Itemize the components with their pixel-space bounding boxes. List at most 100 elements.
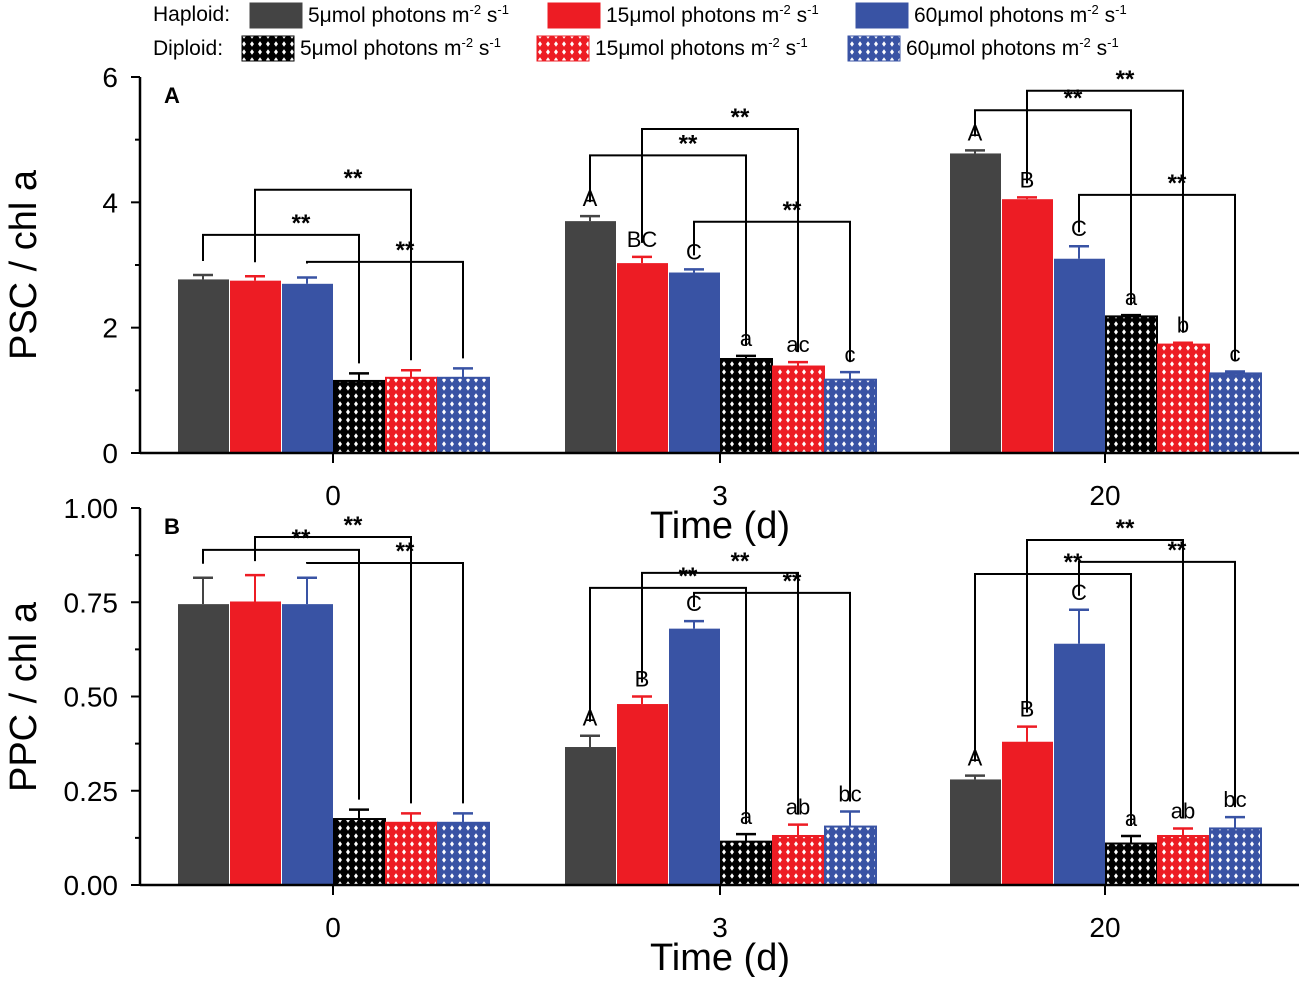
bar [617,704,668,885]
bar [772,365,825,454]
x-axis-title: Time (d) [650,505,790,547]
y-tick-label: 6 [102,62,118,93]
y-tick-label: 0.00 [64,870,119,901]
legend-label: 15μmol photons m-2 s-1 [606,2,819,27]
y-axis-title: PSC / chl a [3,169,45,360]
x-axis-title: Time (d) [650,937,790,977]
bar [230,280,281,453]
significance-bracket [693,591,851,802]
y-tick-label: 2 [102,313,118,344]
significance-stars: ** [731,548,750,575]
bar [437,821,490,886]
significance-stars: ** [1116,66,1135,93]
bar [385,821,438,886]
y-tick-label: 0.75 [64,587,119,618]
significance-stars: ** [1064,85,1083,112]
bar [720,358,773,454]
legend-swatch [249,2,303,29]
legend-item: 60μmol photons m-2 s-1 [855,2,1127,29]
significance-bracket [254,536,412,804]
panel-letter: B [164,514,180,539]
legend-swatch [847,35,901,62]
bar [1105,315,1158,454]
y-tick-label: 0.25 [64,776,119,807]
significance-stars: ** [344,512,363,539]
x-tick-label: 3 [712,912,728,943]
y-axis-title: PPC / chl a [3,601,45,792]
significance-bracket [974,572,1132,826]
significance-bracket [1078,193,1236,362]
bar [565,221,616,453]
significance-stars: ** [292,210,311,237]
bar [1002,741,1053,885]
bar [282,283,333,453]
significance-stars: ** [396,237,415,264]
legend-label: 5μmol photons m-2 s-1 [308,2,509,27]
panel-letter: A [164,83,180,108]
bar [282,604,333,885]
significance-bracket [589,154,747,346]
significance-bracket [974,109,1132,306]
bar [772,834,825,886]
significance-bracket [254,188,412,361]
y-tick-label: 0.50 [64,682,119,713]
significance-stars: ** [344,165,363,192]
legend-diploid-label: Diploid: [153,37,223,60]
significance-stars: ** [679,130,698,157]
legend: Haploid: Diploid: 5μmol photons m-2 s-1 1… [153,2,1127,62]
bar [1157,834,1210,886]
significance-bracket [1078,560,1236,808]
bar [1157,343,1210,454]
bar [230,601,281,885]
y-tick-label: 1.00 [64,493,119,524]
bar [1209,827,1262,887]
bar [1002,199,1053,453]
significance-bracket [1026,539,1184,819]
significance-bracket [306,260,464,359]
legend-swatch [536,35,590,62]
y-tick-label: 4 [102,187,118,218]
bar [1054,258,1105,453]
significance-stars: ** [1116,515,1135,542]
bar [178,279,229,453]
x-tick-label: 20 [1089,912,1120,943]
bar [669,272,720,453]
bar [1054,643,1105,885]
legend-label: 60μmol photons m-2 s-1 [914,2,1127,27]
significance-bracket [202,548,360,800]
legend-label: 5μmol photons m-2 s-1 [300,35,501,60]
significance-stars: ** [731,104,750,131]
significance-stars: ** [1168,537,1187,564]
significance-bracket [306,562,464,804]
bar [720,840,773,887]
x-tick-label: 0 [325,480,341,511]
significance-bracket [589,586,747,825]
significance-stars: ** [292,525,311,552]
bar [565,747,616,885]
significance-bracket [1026,89,1184,333]
significance-stars: ** [679,563,698,590]
legend-swatch [547,2,601,29]
legend-swatch [241,35,295,62]
x-tick-label: 0 [325,912,341,943]
bar [950,153,1001,453]
x-tick-label: 3 [712,480,728,511]
significance-bracket [202,233,360,364]
legend-item: 15μmol photons m-2 s-1 [536,35,808,62]
significance-stars: ** [783,197,802,224]
significance-stars: ** [1168,170,1187,197]
bar [824,825,877,887]
significance-bracket [641,571,799,815]
significance-bracket [693,220,851,363]
bar [333,818,386,887]
legend-item: 60μmol photons m-2 s-1 [847,35,1119,62]
bar [950,779,1001,885]
bar [333,379,386,454]
significance-bracket [641,128,799,353]
significance-stars: ** [783,568,802,595]
bar [824,378,877,454]
legend-item: 15μmol photons m-2 s-1 [547,2,819,29]
